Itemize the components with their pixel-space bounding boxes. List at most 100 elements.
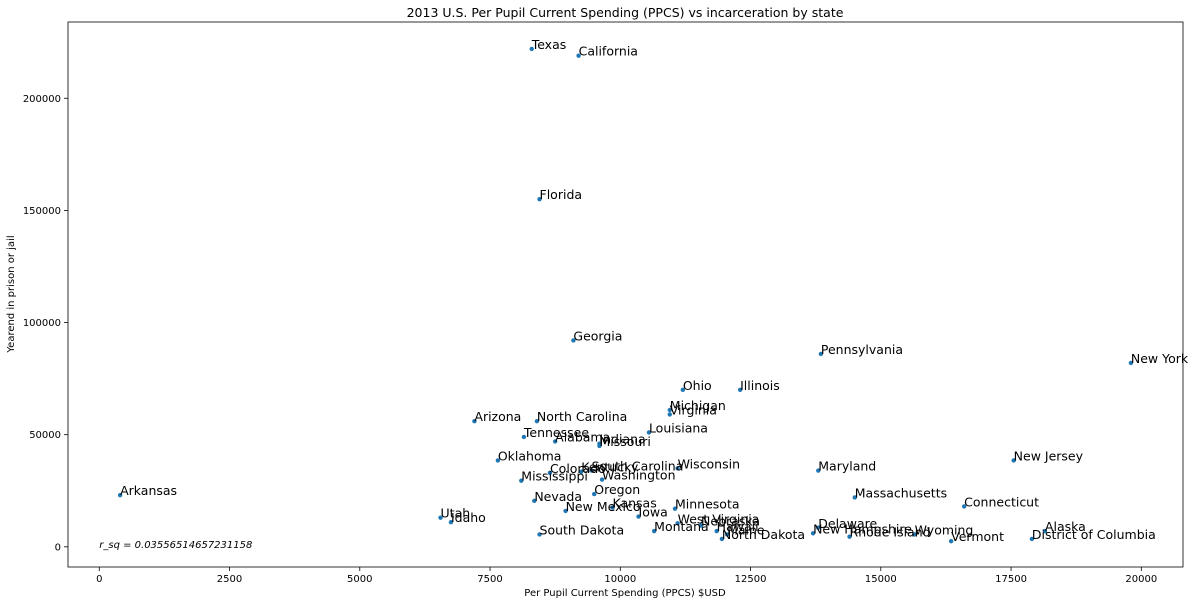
x-tick-label: 20000 [1125, 574, 1157, 585]
scatter-point [646, 430, 652, 435]
y-axis-ticks: 0 50000 100000 150000 200000 [23, 94, 68, 553]
scatter-point [563, 508, 568, 514]
scatter-point [599, 477, 605, 482]
scatter-point [547, 470, 553, 476]
scatter-point [448, 519, 454, 525]
scatter-point [667, 407, 672, 413]
scatter-point [1128, 360, 1134, 366]
scatter-point [552, 439, 558, 444]
x-tick-label: 7500 [477, 574, 502, 585]
point-label: New Hampshire [813, 521, 912, 536]
point-label: South Carolina [592, 459, 684, 474]
y-tick-label: 50000 [29, 430, 61, 441]
scatter-point [847, 534, 852, 539]
point-label: Kentucky [581, 460, 639, 475]
y-tick-label: 100000 [23, 318, 61, 329]
x-tick-label: 2500 [217, 574, 242, 585]
scatter-point [592, 491, 597, 497]
x-tick-label: 15000 [865, 574, 897, 585]
scatter-point [636, 514, 641, 519]
point-label: Maine [727, 522, 765, 537]
point-label: Pennsylvania [821, 342, 903, 357]
scatter-point [579, 469, 584, 474]
scatter-point [737, 387, 743, 393]
point-label: Alabama [555, 429, 610, 444]
point-label: Massachusetts [855, 485, 947, 500]
data-points [117, 46, 1134, 544]
x-axis-ticks: 0 2500 5000 7500 10000 12500 15000 17500 20000 [96, 567, 1157, 585]
point-label: Alaska [1045, 519, 1086, 534]
scatter-point [667, 412, 672, 417]
point-label: Connecticut [964, 494, 1039, 509]
point-label: Texas [531, 37, 567, 52]
point-label: Oklahoma [498, 448, 562, 463]
point-label: Florida [540, 187, 583, 202]
r-squared-annotation: r_sq = 0.03556514657231158 [99, 540, 252, 551]
point-label: West Virginia [678, 511, 760, 526]
scatter-point [1011, 458, 1016, 463]
point-labels: Texas California Florida Georgia Pennsylvani… [120, 37, 1189, 544]
point-label: Utah [441, 506, 471, 521]
scatter-point [675, 466, 680, 471]
scatter-point [912, 532, 917, 537]
scatter-point [1042, 528, 1048, 534]
x-axis-label: Per Pupil Current Spending (PPCS) $USD [524, 588, 726, 599]
point-label: Arizona [474, 409, 521, 424]
scatter-point [537, 196, 542, 202]
scatter-point [719, 536, 725, 542]
point-label: Delaware [818, 516, 877, 531]
point-label: New Jersey [1014, 448, 1084, 463]
point-label: Illinois [740, 378, 780, 393]
point-label: Washington [602, 468, 675, 483]
scatter-point [672, 506, 678, 511]
point-label: Louisiana [649, 420, 708, 435]
y-tick-label: 200000 [23, 94, 61, 105]
point-label: New York [1131, 351, 1189, 366]
scatter-point [818, 351, 824, 357]
point-label: Hawaii [717, 519, 759, 534]
scatter-point [852, 495, 857, 500]
point-label: Minnesota [675, 497, 740, 512]
y-axis-label: Yearend in prison or jail [6, 235, 17, 353]
y-tick-label: 150000 [23, 206, 61, 217]
point-label: Mississippi [521, 469, 588, 484]
point-label: Rhode Island [850, 525, 931, 540]
scatter-point [472, 419, 477, 424]
point-label: Michigan [670, 398, 726, 413]
point-label: Maryland [818, 459, 876, 474]
point-label: Missouri [599, 434, 650, 449]
point-label: Idaho [451, 510, 486, 525]
scatter-point [816, 525, 821, 530]
y-tick-label: 0 [55, 542, 61, 553]
scatter-point [816, 468, 821, 473]
scatter-point [534, 419, 540, 424]
scatter-point [537, 532, 542, 537]
point-label: North Dakota [722, 527, 805, 542]
scatter-point [529, 46, 534, 52]
point-label: South Dakota [540, 522, 625, 537]
point-label: Colorado [550, 461, 606, 476]
point-label: Wyoming [915, 522, 974, 537]
point-label: North Carolina [537, 409, 627, 424]
scatter-point [724, 532, 730, 537]
plot-area-frame [67, 21, 1184, 568]
scatter-point [438, 515, 443, 520]
x-tick-label: 17500 [995, 574, 1027, 585]
point-label: District of Columbia [1032, 527, 1156, 542]
scatter-point [571, 338, 576, 343]
chart-title: 2013 U.S. Per Pupil Current Spending (PP… [407, 5, 844, 20]
point-label: Virginia [670, 402, 717, 417]
scatter-point [610, 505, 615, 510]
scatter-point [117, 493, 123, 498]
scatter-point [597, 443, 602, 449]
point-label: California [579, 44, 638, 59]
scatter-point [495, 458, 501, 463]
scatter-point [675, 521, 680, 526]
scatter-point [532, 498, 537, 504]
point-label: Arkansas [120, 483, 177, 498]
x-tick-label: 5000 [347, 574, 372, 585]
point-label: Nebraska [701, 514, 760, 529]
scatter-point [576, 53, 581, 58]
point-label: Indiana [599, 432, 645, 447]
